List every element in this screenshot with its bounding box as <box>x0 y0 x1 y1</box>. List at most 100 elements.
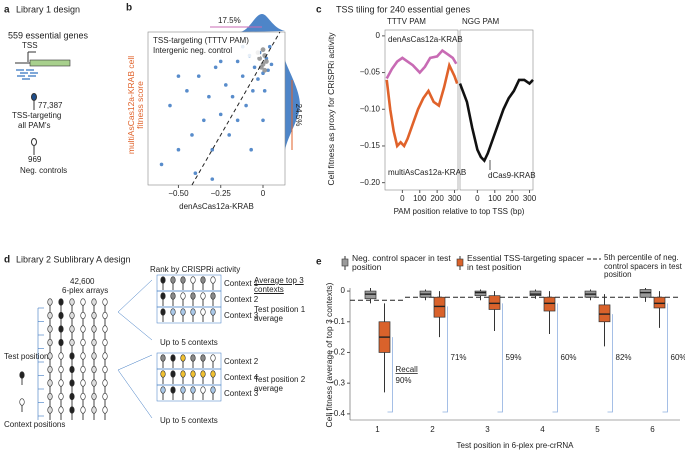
hairpin-loop <box>160 354 166 362</box>
hairpin-loop <box>200 386 206 394</box>
hairpin-loop <box>69 298 75 306</box>
annotation: 24.5% <box>294 104 303 127</box>
recall-bracket <box>662 303 668 413</box>
hairpin <box>170 308 176 322</box>
hairpin-loop <box>190 276 196 284</box>
hairpin-loop <box>102 365 108 374</box>
hairpin-loop <box>102 338 108 347</box>
hairpin-loop <box>102 352 108 360</box>
hairpin <box>210 370 216 384</box>
box <box>639 289 652 298</box>
hairpin <box>180 370 186 384</box>
average-2: Test position 2 average <box>254 375 306 393</box>
hairpin <box>190 386 196 400</box>
recall-label: 90% <box>396 376 412 385</box>
box <box>488 295 501 310</box>
array-label: 6-plex arrays <box>62 286 108 295</box>
hairpin <box>80 298 86 312</box>
y-tick-label: −0.10 <box>360 104 381 113</box>
hairpin-loop <box>58 311 64 320</box>
context-box <box>156 306 222 324</box>
hairpin-loop <box>91 352 97 360</box>
pam-label: all PAM's <box>18 121 51 130</box>
hairpin-loop <box>91 338 97 347</box>
scatter-point <box>251 89 255 93</box>
hairpin <box>210 308 216 322</box>
hairpin-loop <box>190 354 196 362</box>
hairpin <box>58 379 64 393</box>
hairpin-loop <box>47 392 53 401</box>
scatter-point <box>244 103 248 108</box>
hairpin <box>190 354 196 368</box>
scatter-point <box>267 44 272 49</box>
hairpin-icon <box>31 93 37 110</box>
facet-title: TTTV PAM <box>387 17 426 26</box>
hairpin-loop <box>47 325 53 333</box>
scatter-point <box>230 94 235 99</box>
annotation: 17.5% <box>218 16 241 25</box>
hairpin <box>47 311 53 326</box>
recall-label: 60% <box>671 353 685 362</box>
hairpin-loop <box>58 352 64 360</box>
scatter-point <box>240 74 245 78</box>
hairpin <box>58 352 64 366</box>
scatter-point <box>210 177 215 181</box>
hairpin <box>69 325 75 339</box>
hairpin-loop <box>160 276 166 284</box>
x-tick-label: 300 <box>523 194 537 203</box>
scatter-point <box>185 89 189 93</box>
hairpin <box>80 379 86 393</box>
scatter-point <box>176 147 181 152</box>
hairpin <box>102 338 108 353</box>
hairpin-loop <box>91 406 97 414</box>
hairpin <box>80 338 86 353</box>
targeting-label: TSS-targeting <box>12 111 61 120</box>
hairpin <box>102 392 108 407</box>
legend-icon <box>341 258 349 267</box>
scatter-point <box>263 59 269 64</box>
hairpin-loop <box>170 370 176 378</box>
hairpin-loop <box>47 379 53 387</box>
hairpin-loop <box>210 292 216 300</box>
hairpin <box>200 276 206 290</box>
context-positions: Context positions <box>4 420 65 429</box>
x-tick-label: 100 <box>488 194 502 203</box>
context-label: Context 2 <box>224 357 259 366</box>
hairpin-loop <box>91 379 97 387</box>
hairpin <box>210 292 216 306</box>
hairpin <box>69 311 75 326</box>
hairpin-loop <box>210 354 216 362</box>
hairpin-loop <box>80 379 86 387</box>
gene <box>29 59 71 67</box>
scatter-point <box>210 147 215 152</box>
hairpin-loop <box>200 292 206 300</box>
hairpin <box>69 365 75 380</box>
hairpin-loop <box>80 365 86 374</box>
y-tick-label: 0 <box>376 31 381 40</box>
context-label: Context 2 <box>224 295 259 304</box>
legend-entry: Essential TSS-targeting spacer in test p… <box>467 253 585 272</box>
array-count: 42,600 <box>70 277 95 286</box>
hairpin-loop <box>102 325 108 333</box>
hairpin <box>200 354 206 368</box>
y-axis-label: Cell fitness (average of top 3 contexts) <box>324 282 334 428</box>
hairpin <box>47 338 53 353</box>
line-series <box>385 61 459 149</box>
chart-title: TSS tiling for 240 essential genes <box>336 4 471 14</box>
hairpin-loop <box>170 354 176 362</box>
y-tick-label: −0.05 <box>360 68 381 77</box>
scatter-point <box>196 74 201 78</box>
hairpin <box>180 354 186 368</box>
hairpin-loop <box>69 311 75 320</box>
hairpin-loop <box>190 386 196 394</box>
hairpin <box>180 386 186 400</box>
hairpin-loop <box>58 338 64 347</box>
hairpin <box>91 406 97 420</box>
recall-label: 59% <box>506 353 522 362</box>
box <box>598 304 611 323</box>
hairpin-loop <box>190 292 196 300</box>
hairpin-loop <box>58 406 64 414</box>
rank-label: Rank by CRISPRi activity <box>150 265 240 274</box>
line-series <box>458 78 534 163</box>
hairpin-loop <box>210 276 216 284</box>
